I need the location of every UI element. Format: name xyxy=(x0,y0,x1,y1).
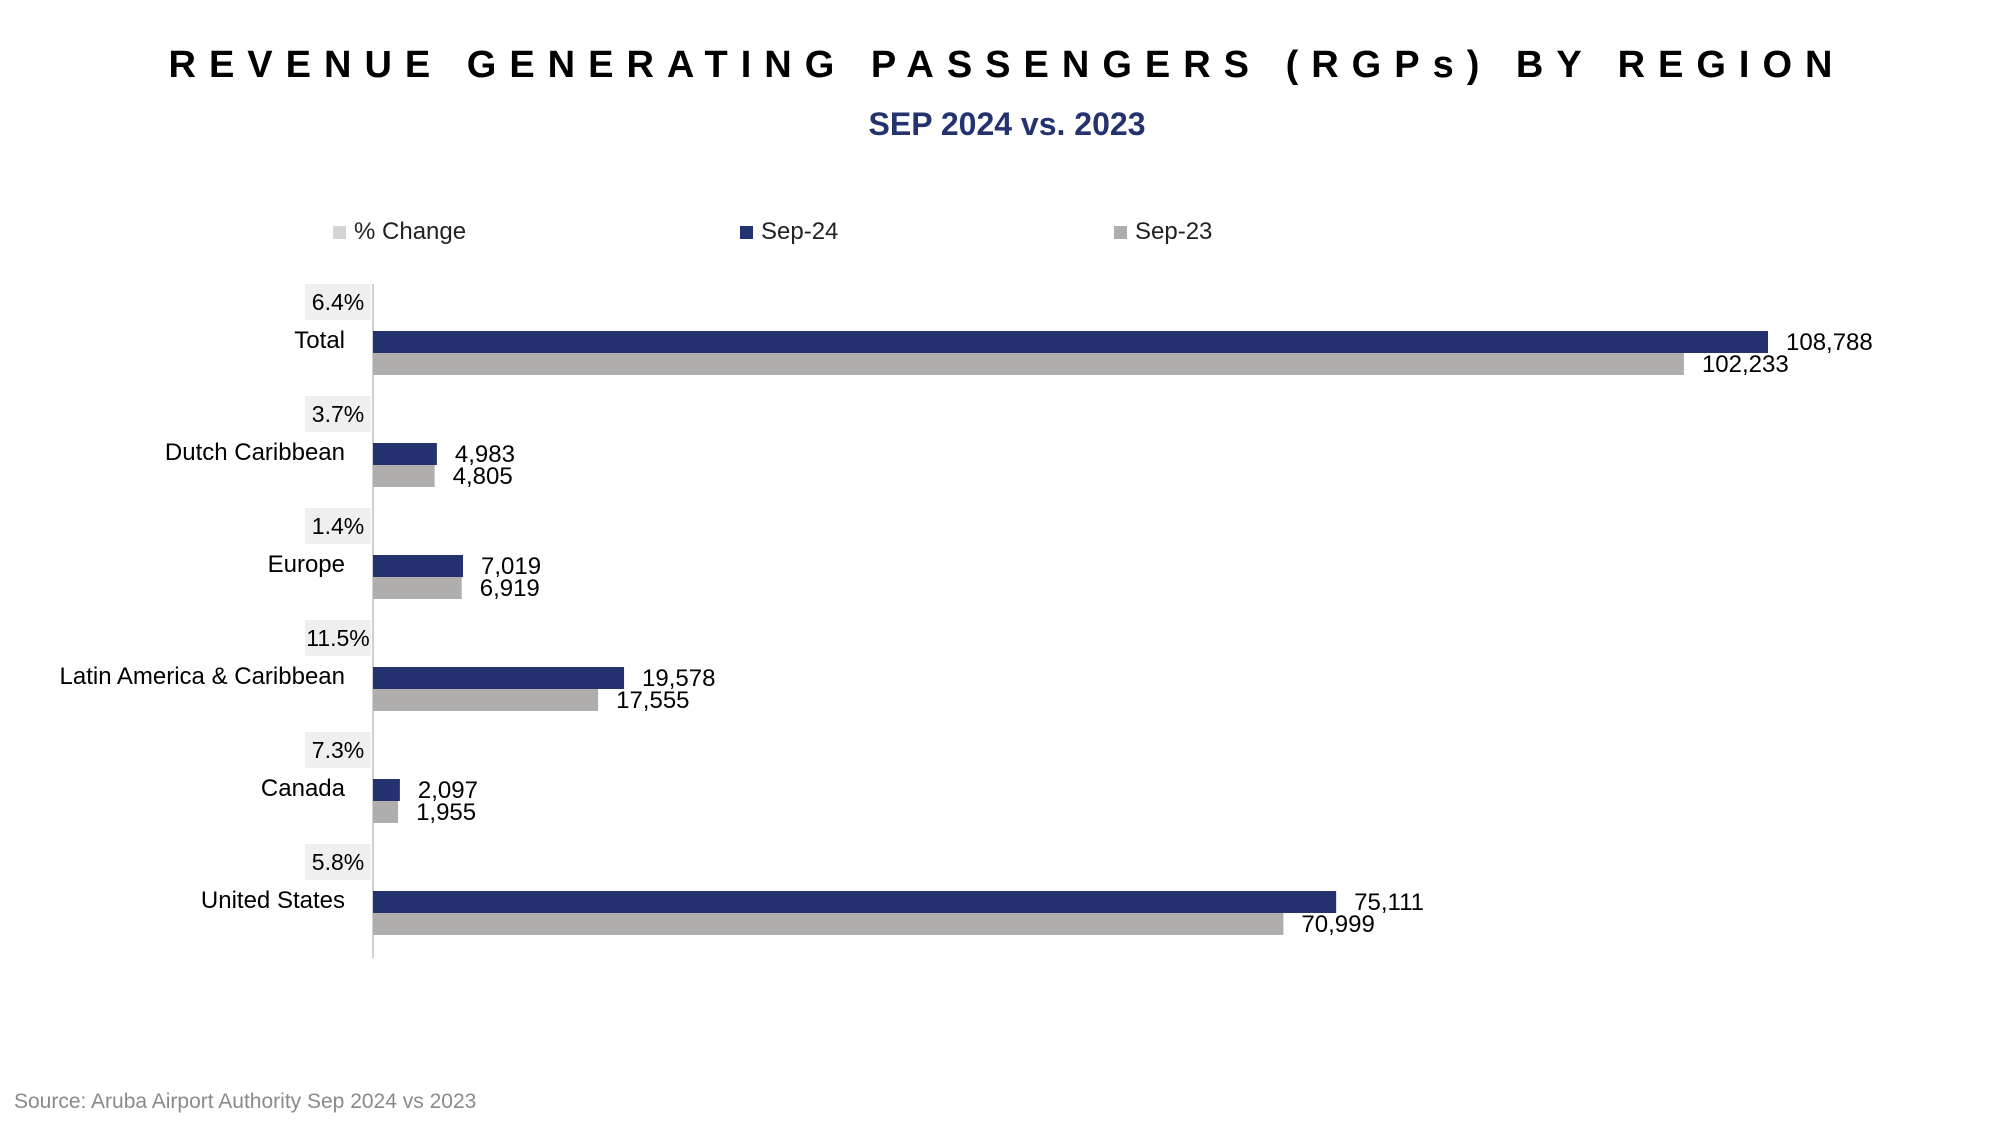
bar-sep23-united-states xyxy=(373,913,1284,935)
pct-change-label-total: 6.4% xyxy=(312,289,364,315)
category-label-europe: Europe xyxy=(268,551,345,578)
bar-sep23-canada xyxy=(373,801,399,823)
value-label-sep23-united-states: 70,999 xyxy=(1301,911,1374,938)
legend-item-sep23: Sep-23 xyxy=(1114,216,1212,248)
legend-label-sep23: Sep-23 xyxy=(1135,218,1213,245)
value-label-sep24-latin-america-and-caribbean: 19,578 xyxy=(642,665,715,692)
value-label-sep24-canada: 2,097 xyxy=(418,777,478,804)
chart-subtitle: SEP 2024 vs. 2023 xyxy=(868,106,1146,142)
category-label-latin-america-and-caribbean: Latin America & Caribbean xyxy=(60,663,346,690)
value-label-sep23-latin-america-and-caribbean: 17,555 xyxy=(616,687,689,714)
legend-swatch-sep23 xyxy=(1114,225,1127,239)
value-label-sep24-europe: 7,019 xyxy=(481,553,541,580)
pct-change-box-canada xyxy=(305,732,371,768)
source-note: Source: Aruba Airport Authority Sep 2024… xyxy=(14,1090,477,1113)
bar-sep24-total xyxy=(373,331,1768,353)
bar-sep23-total xyxy=(373,353,1684,375)
category-label-canada: Canada xyxy=(261,775,346,802)
value-label-sep23-europe: 6,919 xyxy=(480,575,540,602)
legend-label-pct-change: % Change xyxy=(354,218,467,245)
pct-change-label-latin-america-and-caribbean: 11.5% xyxy=(306,625,370,651)
value-label-sep23-canada: 1,955 xyxy=(416,799,476,826)
value-label-sep23-dutch-caribbean: 4,805 xyxy=(453,463,513,490)
legend-label-sep24: Sep-24 xyxy=(761,218,839,245)
bar-sep24-europe xyxy=(373,555,464,577)
legend-swatch-sep24 xyxy=(740,225,753,239)
legend-item-sep24: Sep-24 xyxy=(740,216,838,248)
legend-item-pct-change: % Change xyxy=(333,216,466,248)
pct-change-label-dutch-caribbean: 3.7% xyxy=(312,401,364,427)
pct-change-label-europe: 1.4% xyxy=(312,513,364,539)
legend-swatch-pct-change xyxy=(333,225,346,239)
chart-title: REVENUE GENERATING PASSENGERS (RGPs) BY … xyxy=(168,44,1846,86)
pct-change-label-canada: 7.3% xyxy=(312,737,364,763)
bar-sep24-dutch-caribbean xyxy=(373,443,437,465)
value-label-sep24-united-states: 75,111 xyxy=(1354,889,1424,916)
bar-sep24-latin-america-and-caribbean xyxy=(373,667,625,689)
pct-change-box-united-states xyxy=(305,844,371,880)
value-label-sep23-total: 102,233 xyxy=(1702,351,1789,378)
bar-sep24-united-states xyxy=(373,891,1337,913)
category-label-dutch-caribbean: Dutch Caribbean xyxy=(165,439,345,466)
value-label-sep24-total: 108,788 xyxy=(1786,329,1873,356)
bar-sep23-latin-america-and-caribbean xyxy=(373,689,599,711)
category-label-united-states: United States xyxy=(201,887,345,914)
bar-sep23-dutch-caribbean xyxy=(373,465,435,487)
pct-change-box-total xyxy=(305,284,371,320)
pct-change-box-europe xyxy=(305,508,371,544)
bar-sep24-canada xyxy=(373,779,400,801)
bar-sep23-europe xyxy=(373,577,462,599)
category-label-total: Total xyxy=(294,327,345,354)
pct-change-box-dutch-caribbean xyxy=(305,396,371,432)
pct-change-label-united-states: 5.8% xyxy=(312,849,364,875)
pct-change-box-latin-america-and-caribbean xyxy=(305,620,371,656)
value-label-sep24-dutch-caribbean: 4,983 xyxy=(455,441,515,468)
